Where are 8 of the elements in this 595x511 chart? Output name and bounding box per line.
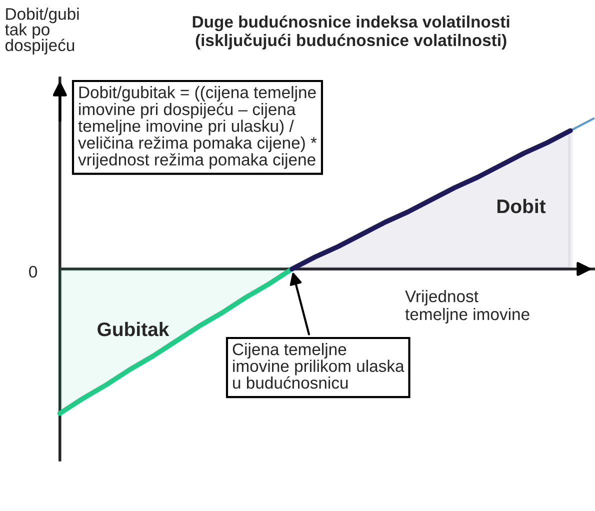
annotation: Gubitak: [98, 322, 170, 336]
chart-title: Duge budućnosnice indeksa volatilnosti (isključujući budućnosnice volatilnosti): [192, 15, 510, 50]
annotation: Cijena temeljne imovine prilikom ulaska u budućnosnicu: [232, 343, 404, 389]
y-axis-title: Dobit/gubi tak po dospijeću: [5, 8, 79, 54]
annotation: Dobit: [497, 198, 546, 214]
text: 0: [29, 266, 38, 278]
x-axis-title: Vrijednost temeljne imovine: [405, 290, 530, 324]
annotation: Dobit/gubitak = ((cijena temeljne imovine pri dospijeću – cijena temeljne imovine pri ulasku) / veličina režima pomaka cijene) * vrijednost režima pomaka cijene: [78, 86, 317, 169]
